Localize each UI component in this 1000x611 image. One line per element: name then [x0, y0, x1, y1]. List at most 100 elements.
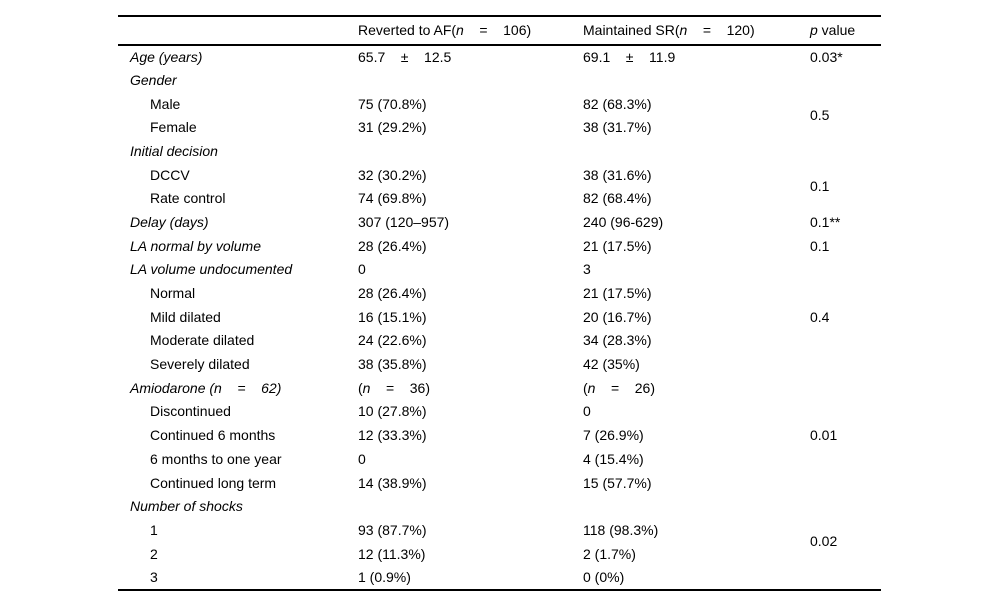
cell-maintained-sr: (n = 26) [583, 377, 810, 401]
cell-text: ( [583, 379, 588, 396]
cell-maintained-sr: 0 (0%) [583, 568, 625, 585]
cell-pvalue: 0.1** [810, 213, 841, 230]
cell-maintained-sr: 3 [583, 261, 591, 278]
table-row: 1 93 (87.7%) 118 (98.3%) [118, 519, 881, 543]
table-row: LA normal by volume 28 (26.4%) 21 (17.5%) 0… [118, 235, 881, 259]
italic-n: n [587, 379, 596, 396]
table-row: Normal 28 (26.4%) 21 (17.5%) [118, 282, 881, 306]
cell-maintained-sr [583, 69, 810, 93]
row-label: Mild dilated [150, 308, 221, 325]
cell-reverted-af: 24 (22.6%) [358, 332, 427, 349]
italic-n: n [456, 21, 464, 38]
table-row: 6 months to one year 0 4 (15.4%) [118, 448, 881, 472]
italic-n: n [679, 21, 688, 38]
header-col2-text: Maintained SR( [583, 21, 680, 38]
row-label: Severely dilated [150, 356, 250, 373]
cell-reverted-af: 28 (26.4%) [358, 285, 427, 302]
cell-pvalue: 0.1 [810, 178, 830, 195]
table-row: DCCV 32 (30.2%) 38 (31.6%) 0.1 [118, 163, 881, 194]
row-label: DCCV [150, 166, 190, 183]
row-label: Rate control [150, 190, 226, 207]
table-row: Age (years) 65.7 ± 12.5 69.1 ± 11.9 0.03* [118, 45, 881, 69]
cell-maintained-sr: 82 (68.4%) [583, 190, 652, 207]
cell-pvalue [810, 69, 881, 93]
cell-reverted-af: 75 (70.8%) [358, 95, 427, 112]
row-label: Moderate dilated [150, 332, 255, 349]
table-row: Moderate dilated 24 (22.6%) 34 (28.3%) [118, 329, 881, 353]
header-col1-text: Reverted to AF( [358, 21, 457, 38]
table-row: Male 75 (70.8%) 82 (68.3%) 0.5 [118, 92, 881, 123]
cell-reverted-af: 31 (29.2%) [358, 119, 427, 136]
row-label: 6 months to one year [150, 450, 282, 467]
row-label: Delay (days) [130, 213, 209, 230]
table-row: Initial decision [118, 140, 881, 164]
row-label: Discontinued [150, 403, 231, 420]
cell-pvalue: 0.5 [810, 107, 830, 124]
cell-maintained-sr: 15 (57.7%) [583, 474, 652, 491]
header-col-maintained-sr: Maintained SR(n = 120) [583, 16, 810, 46]
table-row: Continued long term 14 (38.9%) 15 (57.7%) [118, 471, 881, 495]
cell-maintained-sr: 38 (31.6%) [583, 166, 652, 183]
cell-reverted-af: 10 (27.8%) [358, 403, 427, 420]
cell-pvalue: 0.03* [810, 48, 843, 65]
table-row: 3 1 (0.9%) 0 (0%) [118, 566, 881, 590]
cell-reverted-af [358, 495, 583, 519]
cell-maintained-sr [583, 140, 810, 164]
row-label: Amiodarone (n = 62) [130, 379, 282, 396]
cell-reverted-af: 93 (87.7%) [358, 521, 427, 538]
cell-maintained-sr: 38 (31.7%) [583, 119, 652, 136]
row-label: 3 [150, 568, 158, 585]
cell-reverted-af: 1 (0.9%) [358, 568, 411, 585]
table-header-row: Reverted to AF(n = 106) Maintained SR(n … [118, 16, 881, 46]
row-label: Female [150, 119, 197, 136]
cell-maintained-sr: 118 (98.3%) [583, 521, 659, 538]
cell-pvalue [810, 140, 881, 164]
row-label: Number of shocks [130, 498, 243, 515]
header-col2-count: = 120) [687, 21, 755, 38]
table-row: 2 12 (11.3%) 2 (1.7%) [118, 542, 881, 566]
table-body: Age (years) 65.7 ± 12.5 69.1 ± 11.9 0.03* Ge… [118, 45, 881, 590]
cell-reverted-af: 28 (26.4%) [358, 237, 427, 254]
cell-text: = 36) [370, 379, 430, 396]
cell-reverted-af: 12 (33.3%) [358, 427, 427, 444]
table-row: Continued 6 months 12 (33.3%) 7 (26.9%) [118, 424, 881, 448]
italic-p: p [810, 21, 818, 38]
cell-maintained-sr: 42 (35%) [583, 356, 640, 373]
cell-text: ( [358, 379, 363, 396]
cell-maintained-sr [583, 495, 810, 519]
cell-reverted-af [358, 140, 583, 164]
row-label: Continued long term [150, 474, 277, 491]
table-row: Female 31 (29.2%) 38 (31.7%) [118, 116, 881, 140]
cell-maintained-sr: 0 [583, 403, 591, 420]
table-row: Number of shocks 0.02 [118, 495, 881, 549]
cell-reverted-af: 74 (69.8%) [358, 190, 427, 207]
header-col-pvalue: p value [810, 16, 881, 46]
cell-reverted-af: 12 (11.3%) [358, 545, 426, 562]
cell-reverted-af [358, 69, 583, 93]
cell-reverted-af: 307 (120–957) [358, 213, 450, 230]
table-row: Rate control 74 (69.8%) 82 (68.4%) [118, 187, 881, 211]
cell-maintained-sr: 21 (17.5%) [583, 237, 652, 254]
cell-maintained-sr: 20 (16.7%) [583, 308, 652, 325]
header-col1-count: = 106) [463, 21, 532, 38]
cell-maintained-sr: 82 (68.3%) [583, 95, 652, 112]
row-label: LA volume undocumented [130, 261, 293, 278]
cell-pvalue: 0.4 [810, 308, 830, 325]
cell-maintained-sr: 2 (1.7%) [583, 545, 636, 562]
table-row: Gender [118, 69, 881, 93]
table-row: LA volume undocumented 0 3 0.4 [118, 258, 881, 325]
cell-text: = 26) [595, 379, 655, 396]
outcomes-table: Reverted to AF(n = 106) Maintained SR(n … [118, 15, 881, 591]
row-label: Normal [150, 285, 196, 302]
row-label: LA normal by volume [130, 237, 261, 254]
header-pvalue-text: value [817, 21, 856, 38]
cell-reverted-af: 32 (30.2%) [358, 166, 427, 183]
row-label: Initial decision [130, 142, 218, 159]
cell-maintained-sr: 7 (26.9%) [583, 427, 644, 444]
table-row: Severely dilated 38 (35.8%) 42 (35%) [118, 353, 881, 377]
table-row: Amiodarone (n = 62) (n = 36) (n = 26) 0.01 [118, 377, 881, 443]
cell-reverted-af: 0 [358, 261, 366, 278]
cell-reverted-af: 0 [358, 450, 366, 467]
cell-maintained-sr: 21 (17.5%) [583, 285, 652, 302]
row-label: Male [150, 95, 181, 112]
